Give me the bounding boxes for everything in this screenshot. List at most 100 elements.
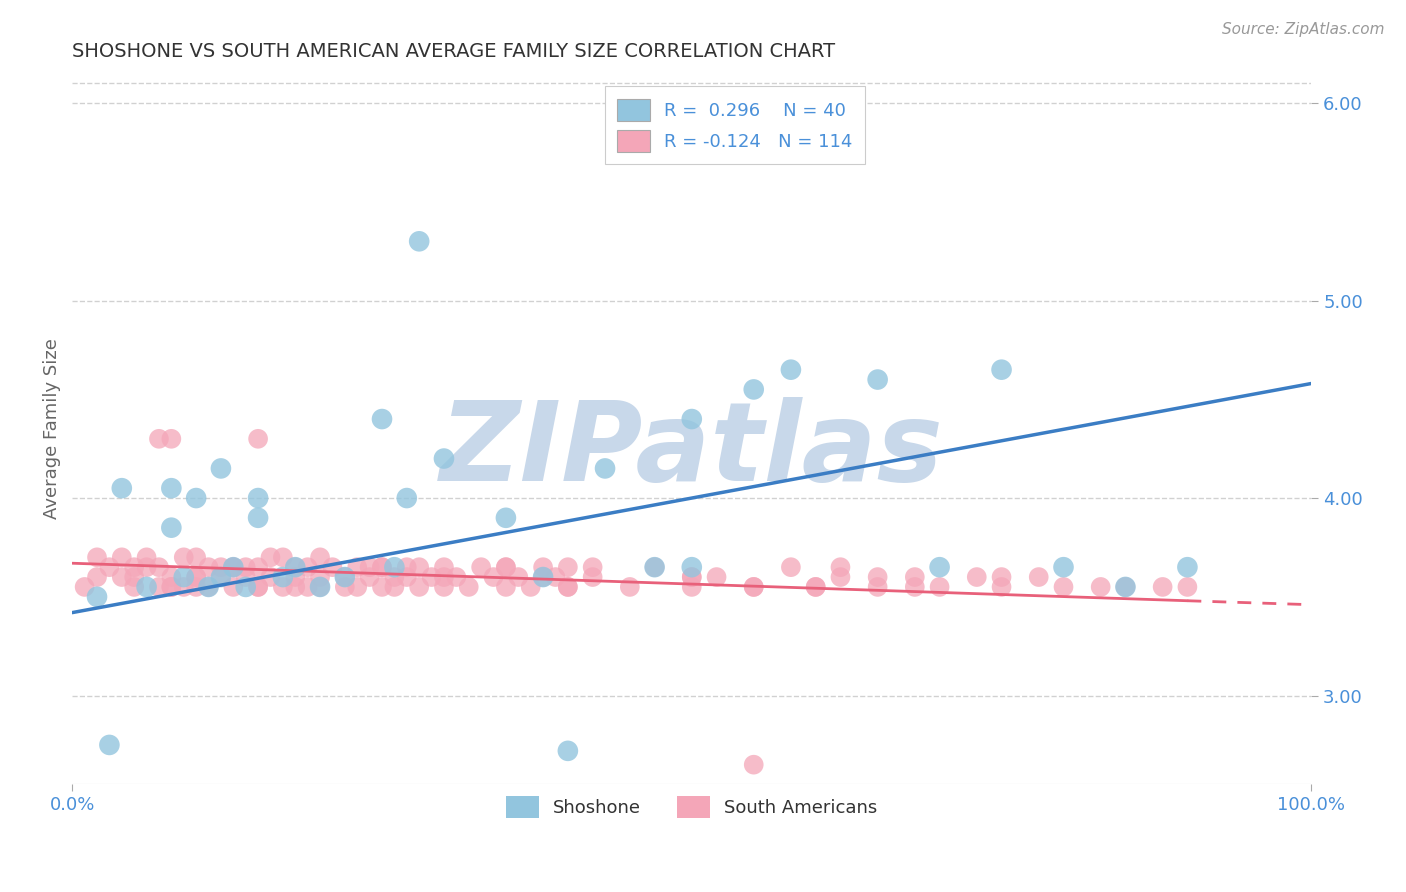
Point	[495, 510, 517, 524]
Point	[160, 432, 183, 446]
Point	[284, 570, 307, 584]
Point	[371, 412, 394, 426]
Point	[644, 560, 666, 574]
Point	[173, 550, 195, 565]
Point	[284, 560, 307, 574]
Point	[408, 580, 430, 594]
Point	[86, 550, 108, 565]
Point	[160, 580, 183, 594]
Point	[1114, 580, 1136, 594]
Point	[235, 570, 257, 584]
Point	[186, 570, 208, 584]
Point	[681, 580, 703, 594]
Point	[742, 580, 765, 594]
Point	[804, 580, 827, 594]
Point	[966, 570, 988, 584]
Point	[222, 560, 245, 574]
Point	[866, 580, 889, 594]
Point	[122, 570, 145, 584]
Point	[557, 744, 579, 758]
Point	[222, 580, 245, 594]
Point	[160, 481, 183, 495]
Point	[557, 580, 579, 594]
Point	[371, 560, 394, 574]
Point	[384, 580, 406, 594]
Point	[990, 580, 1012, 594]
Point	[197, 580, 219, 594]
Point	[359, 570, 381, 584]
Point	[582, 570, 605, 584]
Point	[333, 580, 356, 594]
Point	[284, 580, 307, 594]
Point	[531, 570, 554, 584]
Point	[1114, 580, 1136, 594]
Point	[1028, 570, 1050, 584]
Point	[321, 560, 343, 574]
Point	[160, 580, 183, 594]
Point	[804, 580, 827, 594]
Point	[247, 432, 270, 446]
Point	[173, 570, 195, 584]
Point	[271, 570, 294, 584]
Point	[148, 432, 170, 446]
Point	[160, 570, 183, 584]
Point	[197, 560, 219, 574]
Point	[209, 461, 232, 475]
Point	[395, 570, 418, 584]
Point	[928, 580, 950, 594]
Point	[482, 570, 505, 584]
Point	[508, 570, 530, 584]
Point	[186, 570, 208, 584]
Point	[309, 550, 332, 565]
Point	[904, 580, 927, 594]
Point	[371, 560, 394, 574]
Point	[135, 580, 157, 594]
Point	[433, 451, 456, 466]
Point	[1152, 580, 1174, 594]
Point	[433, 580, 456, 594]
Point	[408, 560, 430, 574]
Point	[408, 235, 430, 249]
Point	[271, 550, 294, 565]
Point	[148, 560, 170, 574]
Point	[384, 570, 406, 584]
Point	[111, 550, 134, 565]
Point	[681, 412, 703, 426]
Point	[346, 580, 368, 594]
Point	[186, 550, 208, 565]
Point	[197, 580, 219, 594]
Point	[384, 560, 406, 574]
Point	[309, 580, 332, 594]
Point	[209, 560, 232, 574]
Point	[173, 580, 195, 594]
Point	[866, 373, 889, 387]
Text: Source: ZipAtlas.com: Source: ZipAtlas.com	[1222, 22, 1385, 37]
Point	[446, 570, 468, 584]
Point	[297, 580, 319, 594]
Point	[209, 570, 232, 584]
Point	[122, 560, 145, 574]
Point	[557, 560, 579, 574]
Legend: Shoshone, South Americans: Shoshone, South Americans	[499, 789, 884, 825]
Point	[122, 580, 145, 594]
Point	[235, 580, 257, 594]
Point	[990, 362, 1012, 376]
Point	[457, 580, 479, 594]
Point	[582, 560, 605, 574]
Point	[420, 570, 443, 584]
Point	[681, 570, 703, 584]
Point	[259, 550, 281, 565]
Point	[209, 570, 232, 584]
Point	[247, 560, 270, 574]
Point	[681, 560, 703, 574]
Point	[333, 570, 356, 584]
Point	[830, 570, 852, 584]
Point	[644, 560, 666, 574]
Point	[333, 570, 356, 584]
Point	[160, 521, 183, 535]
Point	[495, 560, 517, 574]
Point	[259, 570, 281, 584]
Point	[111, 481, 134, 495]
Point	[371, 580, 394, 594]
Point	[86, 590, 108, 604]
